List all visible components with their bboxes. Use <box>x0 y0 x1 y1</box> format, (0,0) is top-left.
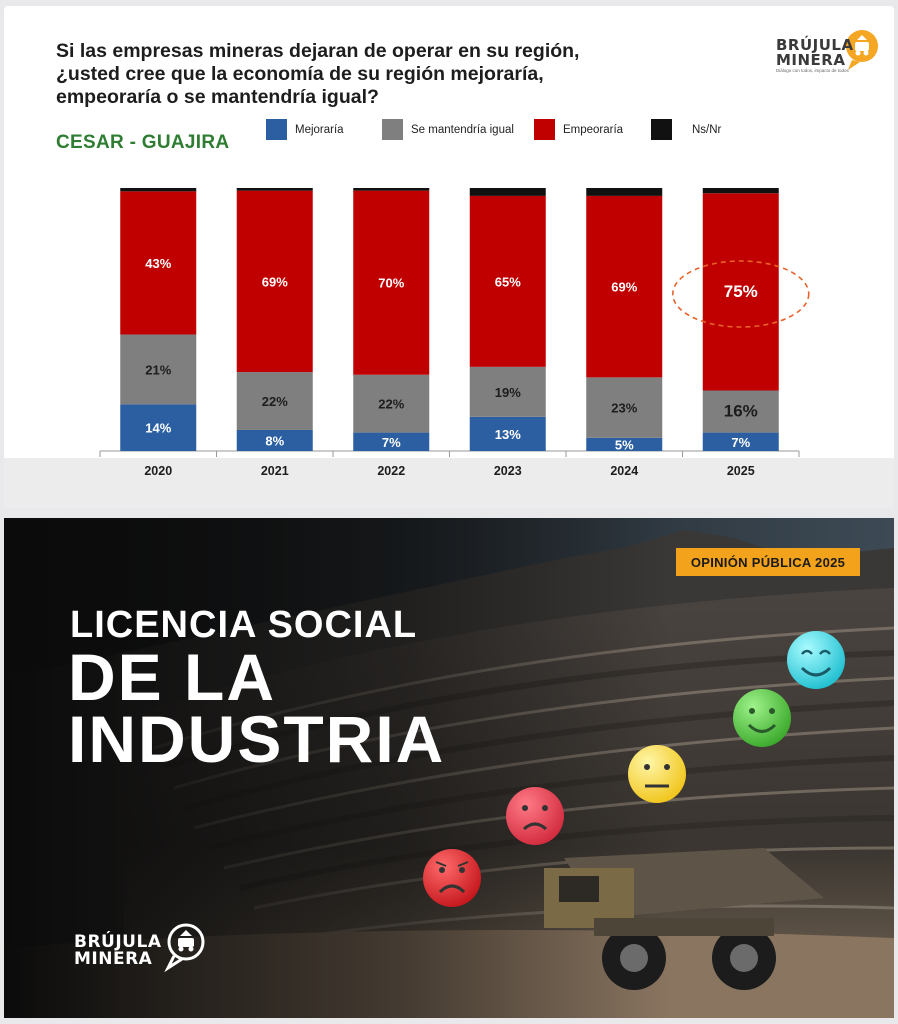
logo-bottom-line1: BRÚJULA <box>74 932 162 952</box>
bar-segment-empeoraria-2020 <box>120 191 197 335</box>
bar-segment-nsnr-2023 <box>469 188 546 196</box>
data-label-empeoraria-2020: 43% <box>145 256 171 271</box>
bar-segment-nsnr-2022 <box>353 188 430 191</box>
data-label-mejoraria-2021: 8% <box>265 433 284 448</box>
x-tick-label-2021: 2021 <box>261 464 289 478</box>
survey-chart-panel: Si las empresas mineras dejaran de opera… <box>4 6 894 508</box>
bar-segment-mejoraria-2020 <box>120 404 197 451</box>
legend-item-nsnr: Ns/Nr <box>651 119 721 140</box>
data-label-igual-2023: 19% <box>495 385 521 400</box>
very-happy-face-icon <box>787 631 845 689</box>
legend-swatch-empeoraria <box>534 119 555 140</box>
legend-item-mejoraria: Mejoraría <box>266 119 344 140</box>
poster-panel: OPINIÓN PÚBLICA 2025 LICENCIA SOCIAL DE … <box>4 518 894 1018</box>
bar-segment-igual-2025 <box>702 390 779 433</box>
data-label-igual-2020: 21% <box>145 362 171 377</box>
unhappy-face-icon <box>506 787 564 845</box>
bar-segment-mejoraria-2022 <box>353 432 430 451</box>
footer-band <box>4 458 894 508</box>
brujula-minera-logo-bottom: BRÚJULA MINERA <box>74 922 214 982</box>
compass-bubble-icon <box>164 923 205 973</box>
compass-bubble-icon <box>846 30 878 70</box>
very-unhappy-face-icon <box>423 849 481 907</box>
legend-item-empeoraria: Empeoraría <box>534 119 623 140</box>
bar-segment-igual-2024 <box>586 377 663 438</box>
data-label-mejoraria-2024: 5% <box>615 437 634 452</box>
happy-face-icon <box>733 689 791 747</box>
headline-de-la-industria: DE LA INDUSTRIA <box>68 640 446 776</box>
logo-line1: BRÚJULA <box>776 36 854 54</box>
bar-segment-empeoraria-2022 <box>353 190 430 375</box>
bar-segment-igual-2020 <box>120 334 197 405</box>
bar-segment-igual-2021 <box>236 372 313 430</box>
data-label-empeoraria-2023: 65% <box>495 274 521 289</box>
headline-licencia-social: LICENCIA SOCIAL <box>70 604 418 646</box>
region-label: CESAR - GUAJIRA <box>56 132 230 153</box>
bar-segment-mejoraria-2021 <box>236 429 313 451</box>
data-label-igual-2022: 22% <box>378 397 404 412</box>
data-label-empeoraria-2024: 69% <box>611 280 637 295</box>
x-tick-label-2020: 2020 <box>144 464 172 478</box>
open-pit-mine-image <box>4 518 894 1018</box>
x-tick-label-2022: 2022 <box>377 464 405 478</box>
legend-label-nsnr: Ns/Nr <box>692 123 722 136</box>
data-label-empeoraria-2022: 70% <box>378 276 404 291</box>
bar-segment-empeoraria-2025 <box>702 193 779 391</box>
x-tick-label-2023: 2023 <box>494 464 522 478</box>
legend-label-mejoraria: Mejoraría <box>295 123 344 136</box>
chart-legend: Mejoraría Se mantendría igual Empeoraría… <box>266 119 736 143</box>
brujula-minera-logo: BRÚJULA MINERA Diálogo con todos, impact… <box>776 28 882 80</box>
bar-segment-mejoraria-2024 <box>586 437 663 451</box>
data-label-mejoraria-2020: 14% <box>145 421 171 436</box>
bar-segment-nsnr-2025 <box>702 188 779 194</box>
bar-segment-empeoraria-2021 <box>236 190 313 373</box>
stacked-bar-chart: 14% 21% 43% 2020 8% 22% 69% 2021 7% 22% 70% 2022 13%… <box>99 188 810 478</box>
highlight-ellipse <box>671 260 810 328</box>
opinion-badge: OPINIÓN PÚBLICA 2025 <box>676 548 860 576</box>
legend-item-igual: Se mantendría igual <box>382 119 514 140</box>
bar-segment-igual-2023 <box>469 366 546 417</box>
data-label-mejoraria-2023: 13% <box>495 427 521 442</box>
bar-segment-empeoraria-2023 <box>469 195 546 367</box>
legend-swatch-mejoraria <box>266 119 287 140</box>
legend-swatch-nsnr <box>651 119 672 140</box>
haul-truck-icon <box>544 848 824 990</box>
bar-segment-mejoraria-2023 <box>469 416 546 451</box>
bar-segment-mejoraria-2025 <box>702 432 779 451</box>
data-label-empeoraria-2021: 69% <box>262 274 288 289</box>
logo-bottom-line2: MINERA <box>74 949 153 969</box>
bar-segment-empeoraria-2024 <box>586 195 663 378</box>
logo-tagline: Diálogo con todos, impacto de todos <box>776 68 849 73</box>
data-label-igual-2024: 23% <box>611 401 637 416</box>
legend-swatch-igual <box>382 119 403 140</box>
data-label-empeoraria-2025: 75% <box>724 282 758 301</box>
bar-segment-igual-2022 <box>353 374 430 433</box>
data-label-igual-2025: 16% <box>724 402 758 421</box>
bar-segment-nsnr-2021 <box>236 188 313 191</box>
data-label-mejoraria-2022: 7% <box>382 435 401 450</box>
emoji-scale <box>423 631 845 907</box>
x-tick-label-2025: 2025 <box>727 464 755 478</box>
legend-label-igual: Se mantendría igual <box>411 123 514 136</box>
logo-line2: MINERA <box>776 51 846 69</box>
data-label-igual-2021: 22% <box>262 394 288 409</box>
legend-label-empeoraria: Empeoraría <box>563 123 624 136</box>
bar-segment-nsnr-2024 <box>586 188 663 196</box>
data-label-mejoraria-2025: 7% <box>731 435 750 450</box>
survey-question: Si las empresas mineras dejaran de opera… <box>56 40 580 108</box>
bar-segment-nsnr-2020 <box>120 188 197 192</box>
x-tick-label-2024: 2024 <box>610 464 638 478</box>
neutral-face-icon <box>628 745 686 803</box>
